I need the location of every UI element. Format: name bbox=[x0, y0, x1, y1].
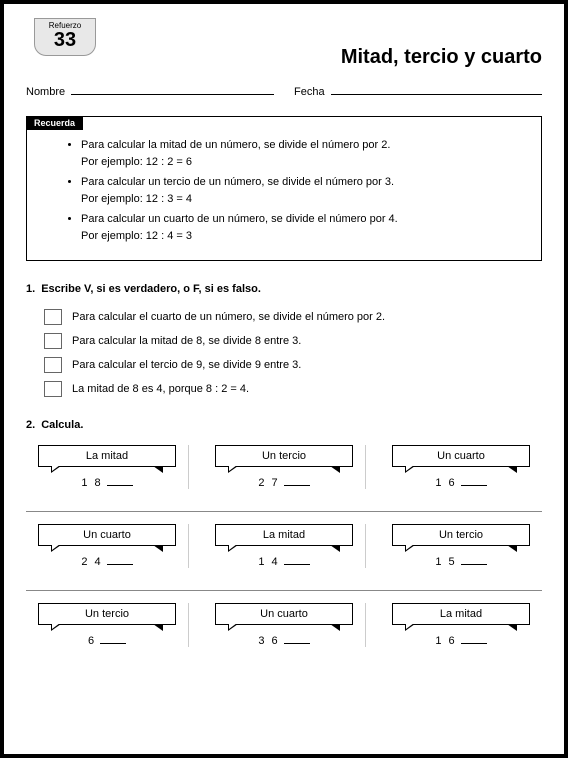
answer-line[interactable] bbox=[107, 564, 133, 565]
worksheet-page: Refuerzo 33 Mitad, tercio y cuarto Nombr… bbox=[0, 0, 568, 758]
page-title: Mitad, tercio y cuarto bbox=[26, 46, 542, 69]
tf-row: Para calcular el cuarto de un número, se… bbox=[44, 309, 542, 325]
operation-label: Un tercio bbox=[392, 524, 530, 546]
recuerda-item: Para calcular la mitad de un número, se … bbox=[81, 137, 527, 170]
recuerda-box: Recuerda Para calcular la mitad de un nú… bbox=[26, 116, 542, 261]
name-field: Nombre bbox=[26, 83, 274, 98]
answer-line[interactable] bbox=[461, 564, 487, 565]
calc-row: La mitad 1 8 Un tercio 2 7 Un cuarto 1 6 bbox=[26, 445, 542, 512]
tf-statement: La mitad de 8 es 4, porque 8 : 2 = 4. bbox=[72, 383, 249, 395]
operation-label: Un tercio bbox=[38, 603, 176, 625]
calc-cell: Un cuarto 3 6 bbox=[203, 603, 366, 647]
calc-cell: La mitad 1 4 bbox=[203, 524, 366, 568]
answer-line[interactable] bbox=[461, 485, 487, 486]
name-label: Nombre bbox=[26, 86, 65, 98]
date-field: Fecha bbox=[294, 83, 542, 98]
tf-row: Para calcular el tercio de 9, se divide … bbox=[44, 357, 542, 373]
recuerda-tag: Recuerda bbox=[26, 116, 83, 130]
name-input-line[interactable] bbox=[71, 83, 274, 95]
operation-label: Un cuarto bbox=[392, 445, 530, 467]
calc-value: 2 7 bbox=[207, 477, 361, 489]
calc-cell: Un tercio 1 5 bbox=[380, 524, 542, 568]
answer-box[interactable] bbox=[44, 333, 62, 349]
q2-number: 2. bbox=[26, 419, 35, 431]
operation-label: La mitad bbox=[38, 445, 176, 467]
calc-grid: La mitad 1 8 Un tercio 2 7 Un cuarto 1 6… bbox=[26, 445, 542, 669]
calc-cell: Un cuarto 1 6 bbox=[380, 445, 542, 489]
answer-line[interactable] bbox=[100, 643, 126, 644]
calc-cell: La mitad 1 6 bbox=[380, 603, 542, 647]
calc-value: 3 6 bbox=[207, 635, 361, 647]
recuerda-list: Para calcular la mitad de un número, se … bbox=[81, 137, 527, 244]
question-1: 1. Escribe V, si es verdadero, o F, si e… bbox=[26, 283, 542, 397]
calc-value: 1 5 bbox=[384, 556, 538, 568]
calc-row: Un cuarto 2 4 La mitad 1 4 Un tercio 1 5 bbox=[26, 524, 542, 591]
q2-prompt: Calcula. bbox=[41, 419, 83, 431]
answer-line[interactable] bbox=[461, 643, 487, 644]
refuerzo-badge: Refuerzo 33 bbox=[34, 18, 96, 56]
name-date-row: Nombre Fecha bbox=[26, 83, 542, 98]
operation-label: Un cuarto bbox=[215, 603, 353, 625]
tf-statement: Para calcular el tercio de 9, se divide … bbox=[72, 359, 301, 371]
calc-cell: Un tercio 2 7 bbox=[203, 445, 366, 489]
tf-statement: Para calcular la mitad de 8, se divide 8… bbox=[72, 335, 301, 347]
tf-row: La mitad de 8 es 4, porque 8 : 2 = 4. bbox=[44, 381, 542, 397]
date-label: Fecha bbox=[294, 86, 325, 98]
calc-value: 6 bbox=[30, 635, 184, 647]
calc-value: 1 6 bbox=[384, 635, 538, 647]
tf-statement: Para calcular el cuarto de un número, se… bbox=[72, 311, 385, 323]
operation-label: Un cuarto bbox=[38, 524, 176, 546]
recuerda-item: Para calcular un tercio de un número, se… bbox=[81, 174, 527, 207]
q1-prompt: Escribe V, si es verdadero, o F, si es f… bbox=[41, 283, 261, 295]
badge-number: 33 bbox=[35, 30, 95, 50]
answer-line[interactable] bbox=[107, 485, 133, 486]
answer-line[interactable] bbox=[284, 643, 310, 644]
answer-box[interactable] bbox=[44, 357, 62, 373]
operation-label: Un tercio bbox=[215, 445, 353, 467]
calc-cell: La mitad 1 8 bbox=[26, 445, 189, 489]
answer-line[interactable] bbox=[284, 485, 310, 486]
tf-row: Para calcular la mitad de 8, se divide 8… bbox=[44, 333, 542, 349]
operation-label: La mitad bbox=[215, 524, 353, 546]
question-2: 2. Calcula. La mitad 1 8 Un tercio 2 7 U… bbox=[26, 419, 542, 669]
calc-row: Un tercio 6 Un cuarto 3 6 La mitad 1 6 bbox=[26, 603, 542, 669]
answer-box[interactable] bbox=[44, 309, 62, 325]
calc-cell: Un tercio 6 bbox=[26, 603, 189, 647]
calc-value: 1 6 bbox=[384, 477, 538, 489]
answer-box[interactable] bbox=[44, 381, 62, 397]
calc-cell: Un cuarto 2 4 bbox=[26, 524, 189, 568]
calc-value: 1 4 bbox=[207, 556, 361, 568]
date-input-line[interactable] bbox=[331, 83, 542, 95]
calc-value: 1 8 bbox=[30, 477, 184, 489]
answer-line[interactable] bbox=[284, 564, 310, 565]
q1-number: 1. bbox=[26, 283, 35, 295]
true-false-list: Para calcular el cuarto de un número, se… bbox=[44, 309, 542, 397]
operation-label: La mitad bbox=[392, 603, 530, 625]
calc-value: 2 4 bbox=[30, 556, 184, 568]
recuerda-item: Para calcular un cuarto de un número, se… bbox=[81, 211, 527, 244]
